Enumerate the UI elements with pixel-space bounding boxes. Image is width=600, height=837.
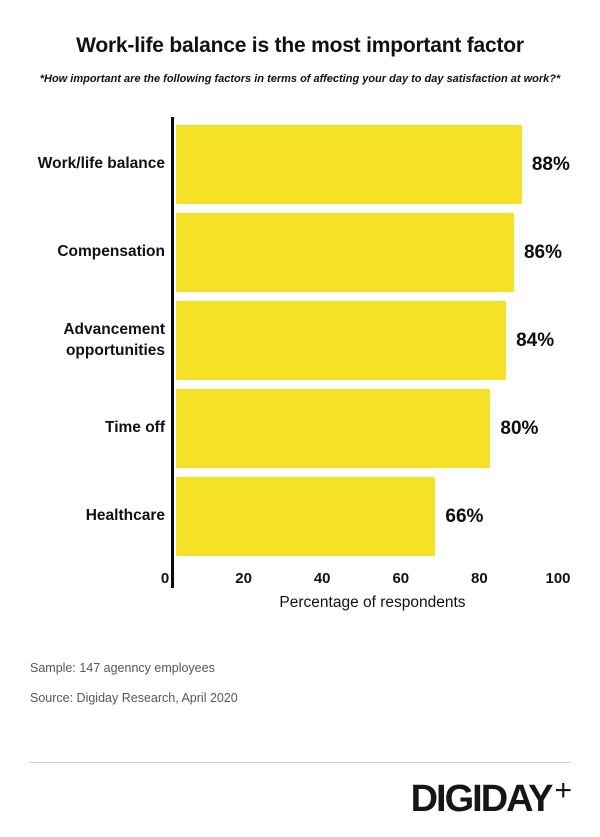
footer-divider [30,762,570,763]
bar-chart: Work/life balance Compensation Advancement… [0,117,600,617]
x-axis-ticks: 0 20 40 60 80 100 [161,570,571,590]
chart-title: Work-life balance is the most important … [76,34,524,57]
x-tick-label: 20 [235,570,252,587]
bar [176,213,514,292]
x-tick-label: 100 [545,570,571,587]
x-tick-label: 60 [392,570,410,587]
category-label: Healthcare [85,507,165,525]
chart-subtitle: *How important are the following factors… [39,73,561,85]
bar [176,301,507,380]
category-labels: Work/life balance Compensation Advancement… [0,117,165,588]
digiday-logo: DIGIDAY + [410,776,572,820]
value-label: 84% [516,329,555,351]
value-label: 80% [500,417,539,439]
value-label: 66% [445,505,484,527]
plus-icon: + [554,774,572,807]
category-label: Compensation [57,243,165,261]
x-tick-label: 0 [160,570,170,587]
category-label: Advancement opportunities [63,321,165,359]
x-axis-title: Percentage of respondents [279,594,466,611]
bar [176,125,522,204]
value-label: 86% [523,241,562,263]
category-label: Time off [105,419,165,437]
source-note: Source: Digiday Research, April 2020 [30,691,238,705]
x-tick-label: 80 [471,570,488,587]
bar [176,389,491,468]
y-axis-line [171,117,174,588]
sample-note: Sample: 147 agenncy employees [30,661,215,675]
category-label: Work/life balance [37,155,165,173]
plot-area: 88% 86% 84% 80% 66% [176,117,570,588]
x-tick-label: 40 [313,570,331,587]
value-label: 88% [531,153,570,175]
bar [176,477,436,556]
digiday-wordmark: DIGIDAY [410,778,554,820]
